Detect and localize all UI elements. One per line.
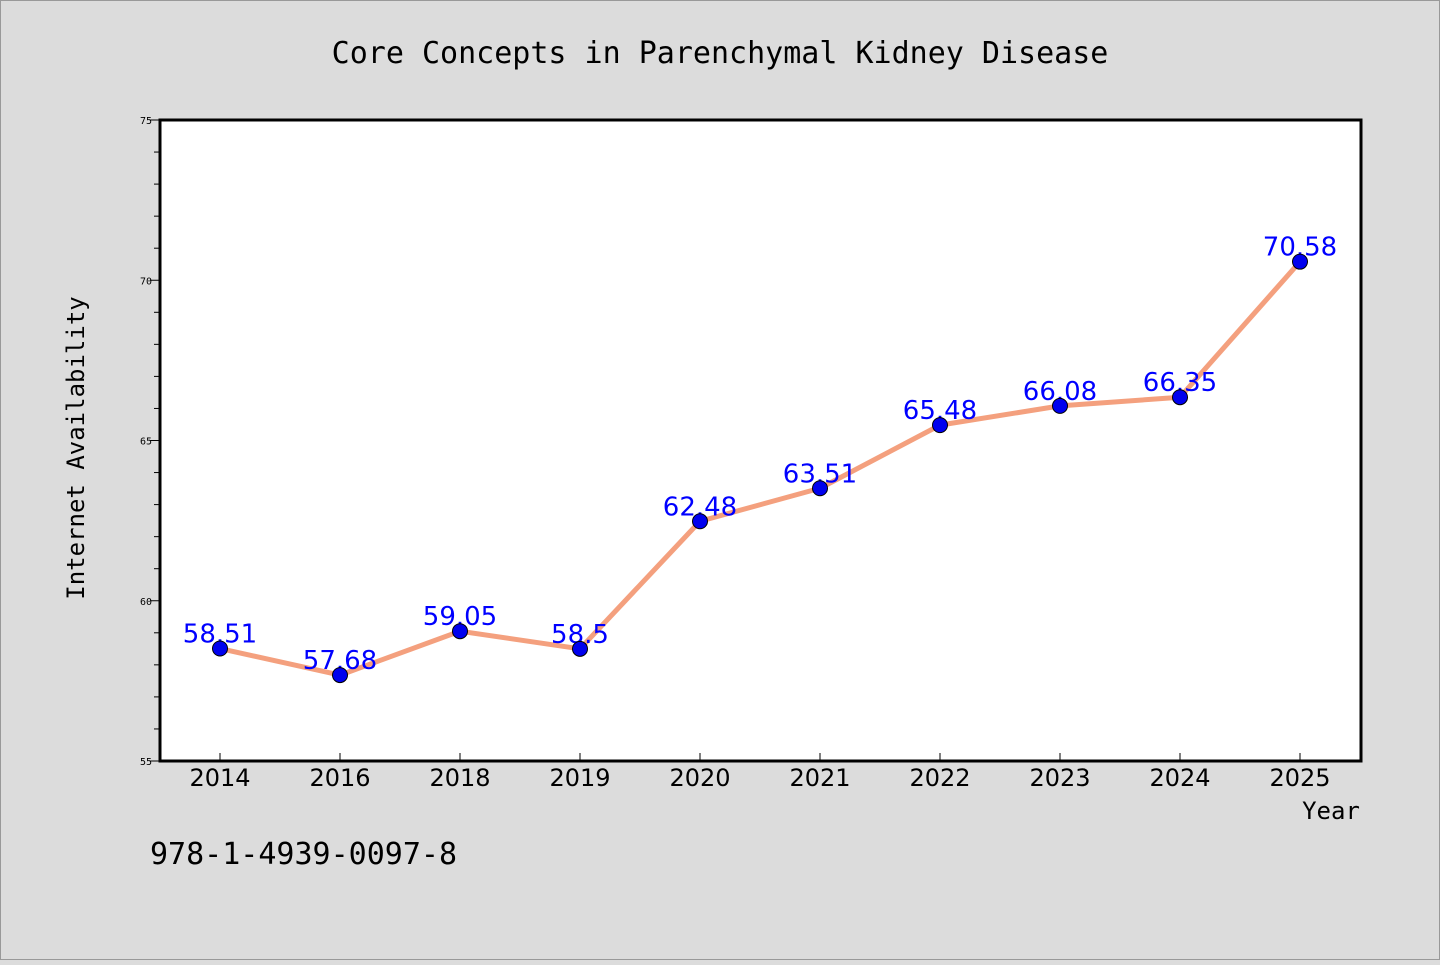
data-point	[212, 640, 228, 657]
x-tick-label: 2014	[189, 764, 250, 792]
data-point	[572, 640, 588, 657]
series-line	[219, 260, 1302, 678]
data-point	[692, 513, 708, 530]
x-tick-label: 2022	[909, 764, 970, 792]
y-tick-label: 75	[140, 116, 152, 127]
data-point	[1172, 389, 1188, 406]
x-tick-label: 2020	[669, 764, 730, 792]
data-point	[332, 667, 348, 684]
data-point	[932, 417, 948, 434]
x-axis-label: Year	[1302, 797, 1360, 825]
data-point	[1292, 253, 1308, 270]
chart-title: Core Concepts in Parenchymal Kidney Dise…	[332, 36, 1109, 71]
x-tick-label: 2025	[1269, 764, 1330, 792]
data-point	[812, 480, 828, 497]
x-axis: 2014 2016 2018 2019 2020 2021 2022 2023 2024 2025	[189, 753, 1331, 792]
y-tick-label: 65	[140, 437, 152, 448]
x-tick-label: 2018	[429, 764, 490, 792]
x-tick-label: 2021	[789, 764, 850, 792]
y-tick-label: 60	[140, 597, 152, 608]
y-tick-label: 55	[140, 757, 152, 768]
isbn-text: 978-1-4939-0097-8	[150, 837, 457, 872]
x-tick-label: 2016	[309, 764, 370, 792]
data-point	[452, 623, 468, 640]
x-tick-label: 2019	[549, 764, 610, 792]
x-tick-label: 2024	[1149, 764, 1210, 792]
y-axis-label: Internet Availability	[62, 296, 90, 599]
plot-area	[158, 118, 1363, 763]
x-tick-label: 2023	[1029, 764, 1090, 792]
y-axis: 55 60 65 70 75	[140, 116, 160, 768]
data-point	[1052, 397, 1068, 414]
y-tick-label: 70	[140, 276, 152, 287]
